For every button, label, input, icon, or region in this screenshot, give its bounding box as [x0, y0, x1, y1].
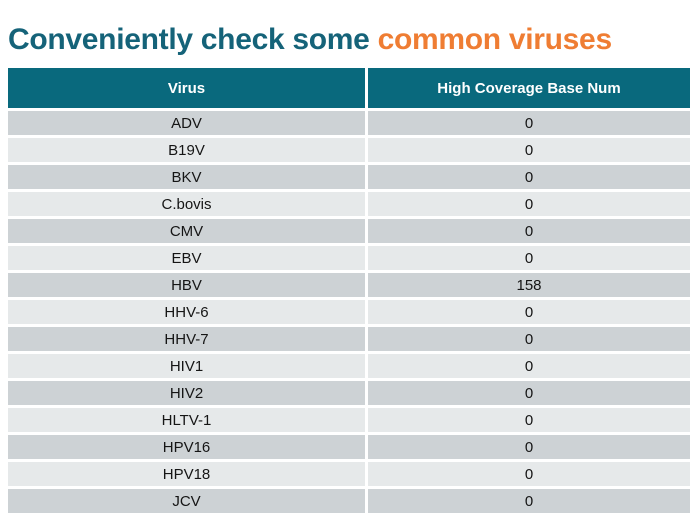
value-cell: 0 [368, 300, 690, 324]
virus-table: Virus High Coverage Base Num ADV 0 B19V 0 BK… [5, 65, 693, 516]
value-cell: 0 [368, 462, 690, 486]
table-row: HLTV-1 0 [8, 408, 690, 432]
virus-cell: HHV-7 [8, 327, 365, 351]
virus-cell: HIV1 [8, 354, 365, 378]
value-cell: 0 [368, 327, 690, 351]
value-cell: 0 [368, 381, 690, 405]
title-teal-segment: Conveniently check some [8, 23, 378, 57]
value-cell: 0 [368, 165, 690, 189]
virus-cell: HHV-6 [8, 300, 365, 324]
value-cell: 0 [368, 435, 690, 459]
virus-cell: C.bovis [8, 192, 365, 216]
title-orange-segment: common viruses [377, 23, 613, 57]
value-cell: 0 [368, 138, 690, 162]
value-cell: 0 [368, 111, 690, 135]
value-cell: 0 [368, 489, 690, 513]
virus-cell: EBV [8, 246, 365, 270]
virus-cell: ADV [8, 111, 365, 135]
table-row: HIV1 0 [8, 354, 690, 378]
table-row: EBV 0 [8, 246, 690, 270]
virus-cell: CMV [8, 219, 365, 243]
value-cell: 0 [368, 354, 690, 378]
table-row: HPV18 0 [8, 462, 690, 486]
virus-cell: HPV16 [8, 435, 365, 459]
table-row: HPV16 0 [8, 435, 690, 459]
value-cell: 0 [368, 219, 690, 243]
table-row: C.bovis 0 [8, 192, 690, 216]
table-row: HIV2 0 [8, 381, 690, 405]
value-cell: 0 [368, 408, 690, 432]
virus-cell: HBV [8, 273, 365, 297]
table-row: CMV 0 [8, 219, 690, 243]
table-row: JCV 0 [8, 489, 690, 513]
header-high-coverage-base-num: High Coverage Base Num [368, 68, 690, 108]
table-row: HHV-7 0 [8, 327, 690, 351]
virus-cell: HIV2 [8, 381, 365, 405]
virus-cell: BKV [8, 165, 365, 189]
virus-cell: HPV18 [8, 462, 365, 486]
virus-cell: HLTV-1 [8, 408, 365, 432]
virus-cell: JCV [8, 489, 365, 513]
table-row: B19V 0 [8, 138, 690, 162]
virus-cell: B19V [8, 138, 365, 162]
page-title: Conveniently check some common viruses [8, 22, 612, 58]
value-cell: 0 [368, 246, 690, 270]
table-row: HHV-6 0 [8, 300, 690, 324]
table-row: BKV 0 [8, 165, 690, 189]
table-row: HBV 158 [8, 273, 690, 297]
table-header-row: Virus High Coverage Base Num [8, 68, 690, 108]
header-virus: Virus [8, 68, 365, 108]
value-cell: 158 [368, 273, 690, 297]
table-row: ADV 0 [8, 111, 690, 135]
value-cell: 0 [368, 192, 690, 216]
